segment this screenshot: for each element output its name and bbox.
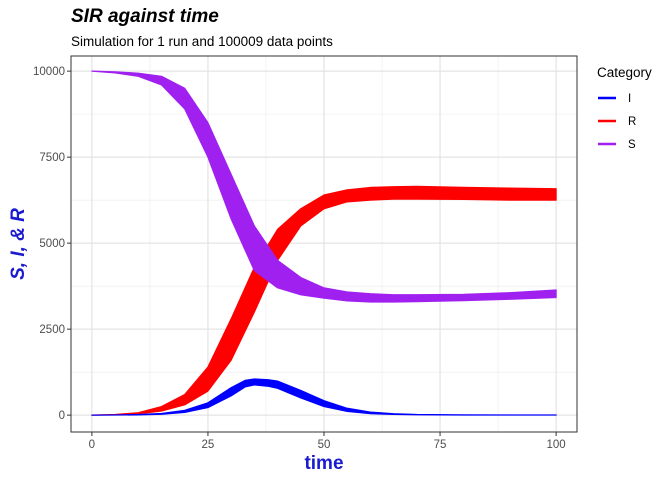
x-tick-label: 75 <box>434 439 447 451</box>
x-tick-label: 100 <box>547 439 566 451</box>
y-axis-ticks: 0 2500 5000 7500 10000 <box>33 66 71 422</box>
grid-lines <box>71 56 577 432</box>
y-tick-label: 2500 <box>39 324 65 336</box>
legend-label-i: I <box>628 93 631 105</box>
y-tick-label: 10000 <box>33 66 65 78</box>
legend-label-s: S <box>628 139 636 151</box>
y-tick-label: 0 <box>59 410 65 422</box>
chart-title: SIR against time <box>71 6 219 27</box>
x-tick-label: 25 <box>202 439 215 451</box>
y-tick-label: 7500 <box>39 152 65 164</box>
x-tick-label: 50 <box>318 439 331 451</box>
y-axis-title: S, I, & R <box>8 208 29 280</box>
series-band-i <box>91 378 557 416</box>
legend-label-r: R <box>628 116 636 128</box>
x-tick-label: 0 <box>89 439 95 451</box>
legend-title: Category <box>597 65 652 80</box>
series-band-s <box>91 70 557 303</box>
y-tick-label: 5000 <box>39 238 65 250</box>
series-band-r <box>91 185 557 416</box>
x-axis-title: time <box>304 453 343 474</box>
legend: Category IRS <box>597 65 652 151</box>
series-bands <box>91 70 557 416</box>
x-axis-ticks: 0 25 50 75 100 <box>89 432 566 451</box>
chart-subtitle: Simulation for 1 run and 100009 data poi… <box>71 34 333 49</box>
